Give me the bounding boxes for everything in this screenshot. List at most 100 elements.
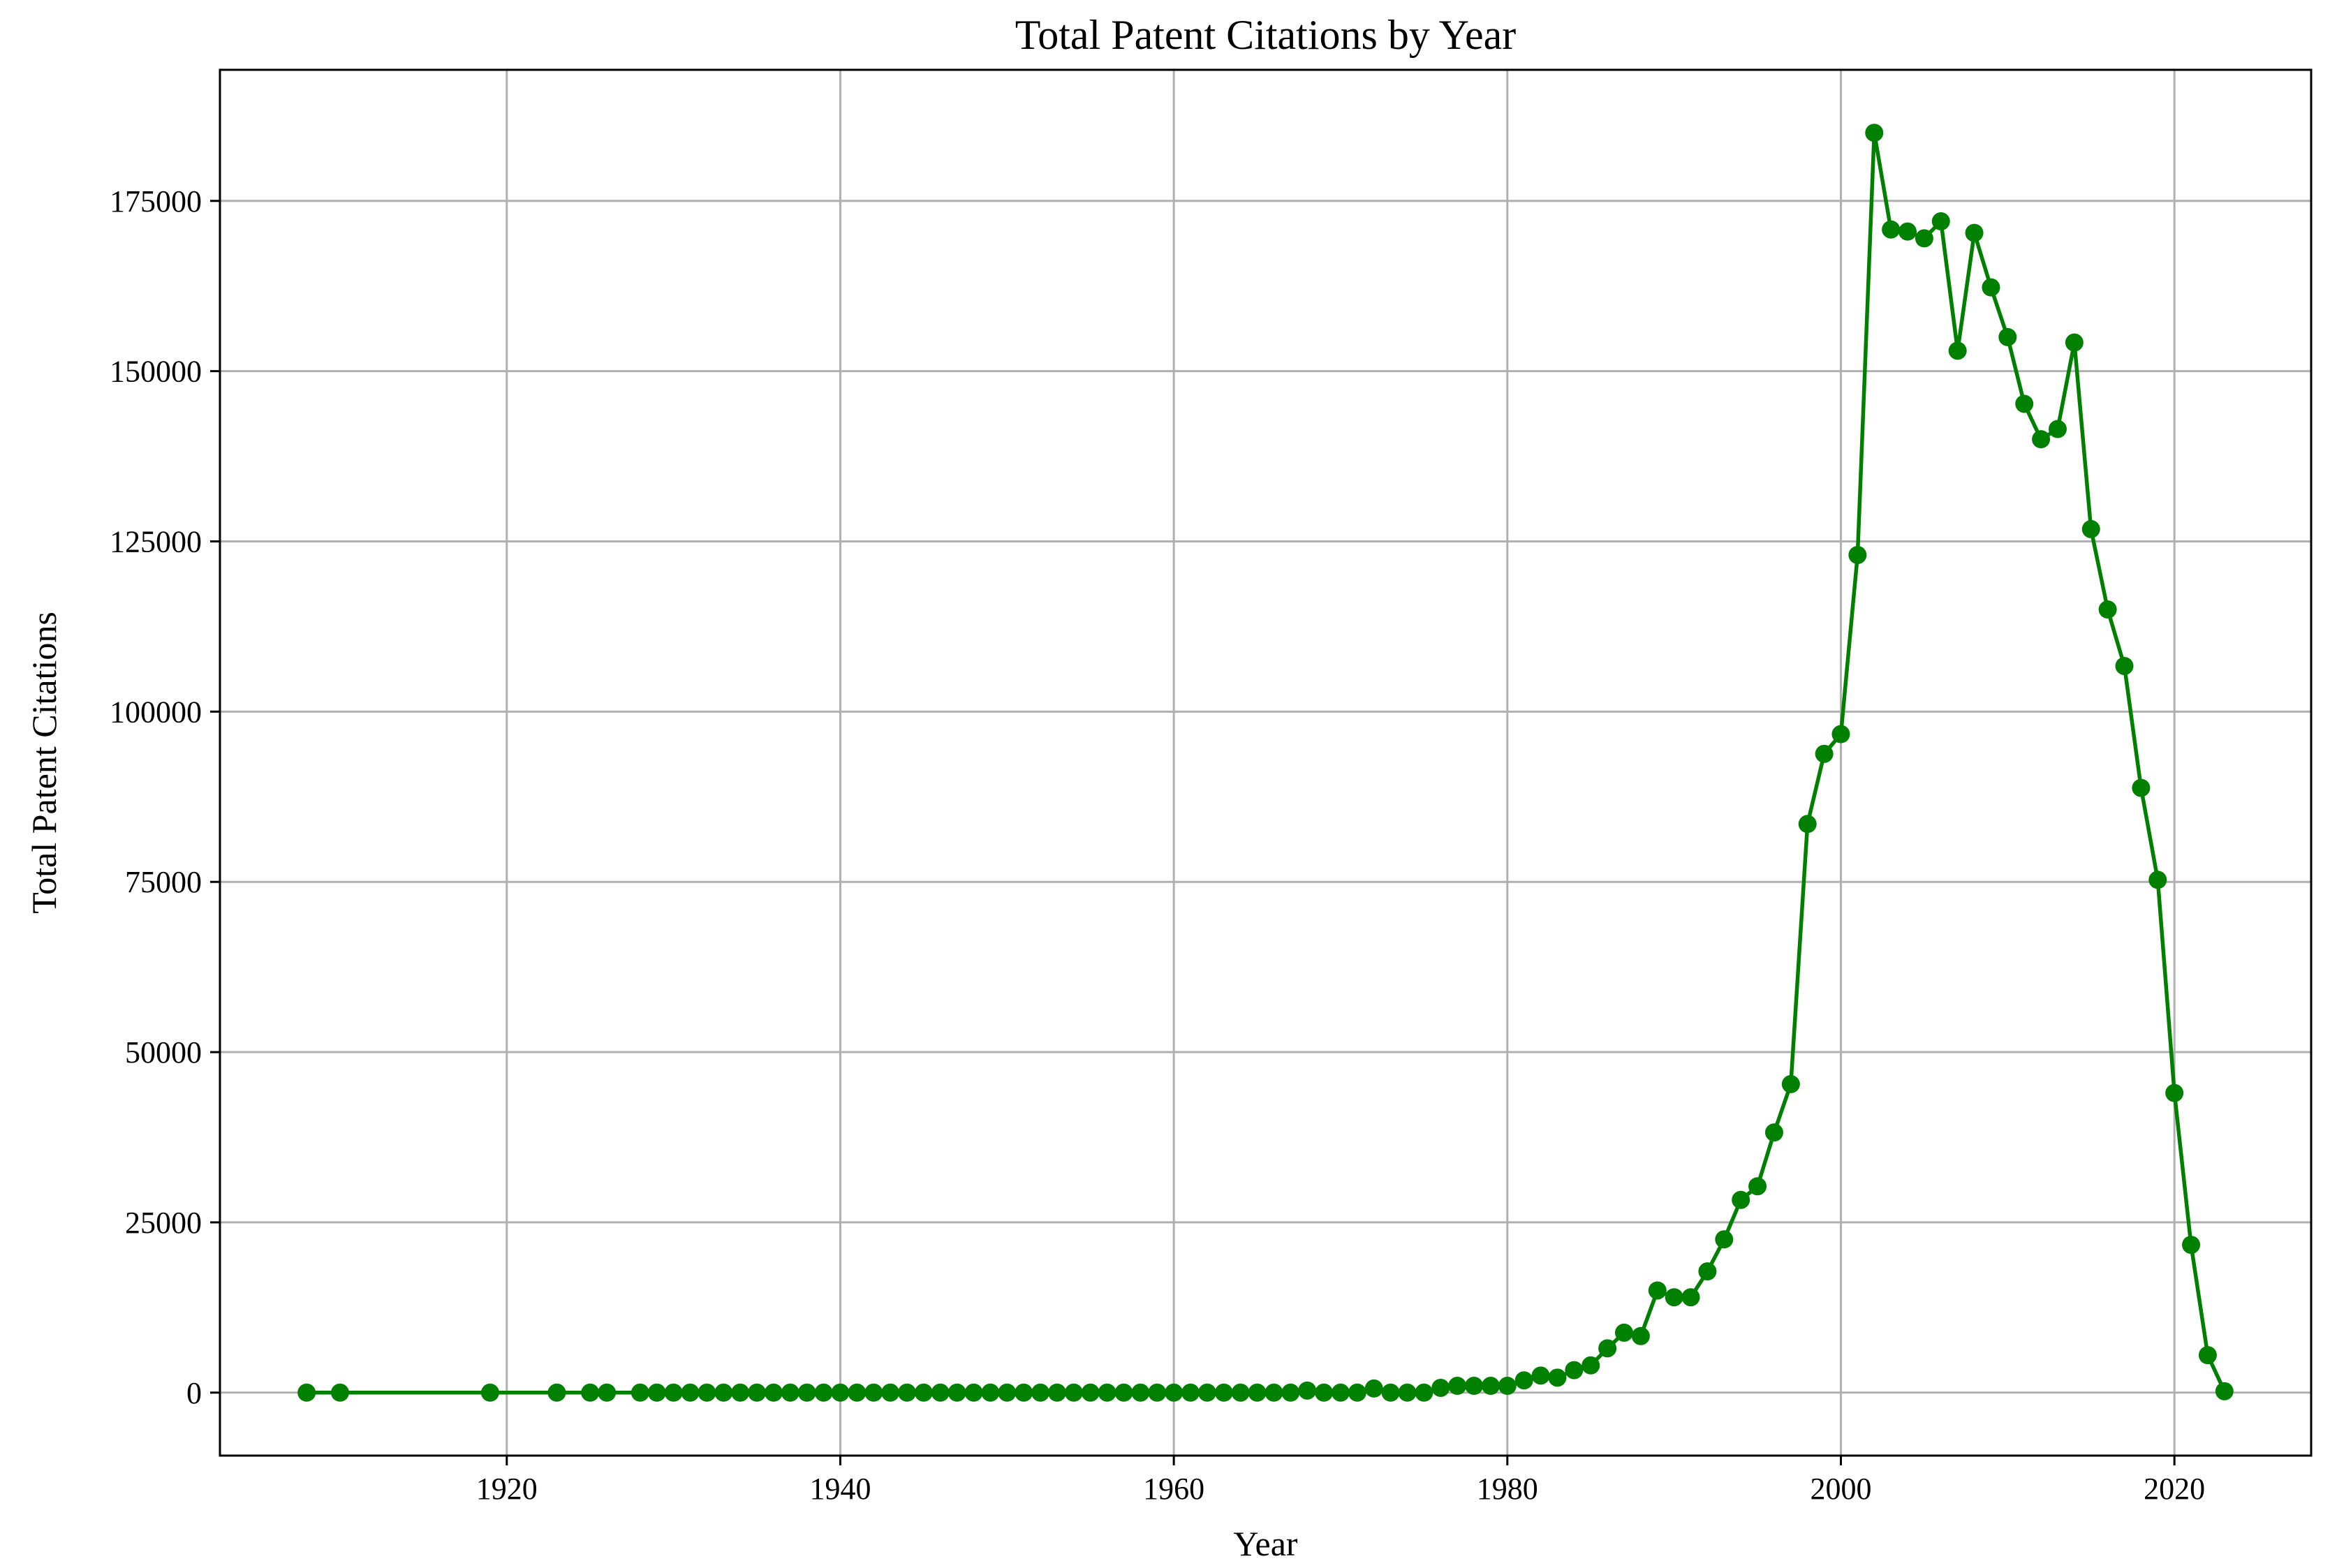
data-point — [1098, 1383, 1116, 1402]
data-point — [981, 1383, 1000, 1402]
y-tick-label: 0 — [186, 1376, 202, 1410]
data-point — [1931, 212, 1950, 231]
data-point — [2065, 333, 2084, 352]
data-point — [1364, 1379, 1383, 1398]
data-point — [1031, 1383, 1050, 1402]
data-point — [1514, 1371, 1533, 1390]
data-point — [1214, 1383, 1233, 1402]
data-point — [1848, 545, 1867, 564]
data-point — [1865, 124, 1884, 142]
data-point — [931, 1383, 950, 1402]
data-point — [1982, 278, 2000, 297]
data-point — [848, 1383, 867, 1402]
y-tick-label: 125000 — [110, 524, 202, 559]
data-point — [1015, 1383, 1033, 1402]
data-point — [1915, 229, 1933, 248]
data-point — [864, 1383, 883, 1402]
data-point — [1231, 1383, 1250, 1402]
data-point — [2132, 778, 2151, 797]
data-point — [1548, 1368, 1567, 1387]
data-point — [1381, 1383, 1400, 1402]
data-point — [681, 1383, 700, 1402]
series-line — [307, 131, 2227, 1395]
x-tick-label: 2000 — [1810, 1472, 1871, 1506]
data-point — [1448, 1377, 1467, 1396]
data-point — [1781, 1074, 1800, 1093]
data-point — [1181, 1383, 1200, 1402]
data-point — [2182, 1236, 2201, 1255]
data-point — [1614, 1323, 1633, 1342]
data-point — [1581, 1356, 1600, 1375]
data-point — [1331, 1383, 1350, 1402]
grid-lines — [220, 70, 2311, 1456]
chart-title: Total Patent Citations by Year — [1015, 12, 1516, 58]
data-point — [797, 1383, 816, 1402]
data-point — [1681, 1288, 1700, 1307]
data-point — [1498, 1377, 1517, 1396]
data-point — [1598, 1339, 1617, 1358]
data-point — [1732, 1190, 1750, 1209]
data-point — [748, 1383, 767, 1402]
data-point — [1315, 1383, 1334, 1402]
y-tick-label: 25000 — [125, 1206, 202, 1240]
x-tick-label: 1980 — [1477, 1472, 1538, 1506]
x-tick-label: 1960 — [1143, 1472, 1204, 1506]
data-point — [998, 1383, 1017, 1402]
data-point — [2115, 656, 2134, 675]
data-point — [1648, 1281, 1667, 1300]
data-point — [547, 1383, 566, 1402]
data-series — [307, 131, 2227, 1395]
data-point — [1165, 1383, 1184, 1402]
data-point — [598, 1383, 617, 1402]
data-point — [1798, 815, 1817, 834]
data-point — [1481, 1377, 1500, 1396]
y-tick-label: 175000 — [110, 184, 202, 219]
data-point — [1431, 1378, 1450, 1397]
data-point — [2148, 871, 2167, 889]
data-point — [781, 1383, 799, 1402]
data-point — [1948, 341, 1967, 360]
data-point — [1248, 1383, 1267, 1402]
data-point — [1398, 1383, 1417, 1402]
axis-ticks: 1920 1940 1960 1980 2000 2020 0 25000 50000 75000… — [110, 184, 2205, 1506]
data-point — [1748, 1177, 1767, 1196]
data-point — [1281, 1383, 1300, 1402]
data-point — [1131, 1383, 1150, 1402]
data-point — [1465, 1377, 1484, 1396]
data-point — [2165, 1083, 2184, 1102]
data-point — [1898, 222, 1917, 241]
data-point — [2081, 519, 2100, 538]
data-point — [1882, 220, 1901, 239]
data-point — [1715, 1230, 1734, 1249]
data-point — [1531, 1366, 1550, 1385]
data-point — [2215, 1382, 2234, 1400]
data-point — [1565, 1361, 1584, 1380]
data-point — [1815, 744, 1834, 763]
data-point — [1081, 1383, 1100, 1402]
data-point — [2098, 600, 2117, 619]
data-point — [1631, 1326, 1650, 1345]
data-point — [2015, 394, 2034, 413]
data-point — [664, 1383, 683, 1402]
data-point — [914, 1383, 933, 1402]
data-point — [2048, 420, 2067, 438]
y-axis-label: Total Patent Citations — [24, 612, 64, 914]
data-point — [1264, 1383, 1283, 1402]
x-tick-label: 2020 — [2144, 1472, 2205, 1506]
data-point — [2032, 430, 2051, 449]
y-tick-label: 50000 — [125, 1035, 202, 1070]
data-point — [1764, 1123, 1783, 1142]
data-point — [480, 1383, 499, 1402]
data-point — [581, 1383, 600, 1402]
data-point — [1298, 1381, 1317, 1400]
y-tick-label: 75000 — [125, 865, 202, 899]
data-point — [898, 1383, 917, 1402]
data-point — [1698, 1262, 1717, 1281]
data-point — [1831, 725, 1850, 744]
y-tick-label: 100000 — [110, 695, 202, 729]
data-point — [1064, 1383, 1083, 1402]
data-point — [731, 1383, 750, 1402]
data-point — [1415, 1383, 1433, 1402]
data-point — [1965, 223, 1984, 242]
